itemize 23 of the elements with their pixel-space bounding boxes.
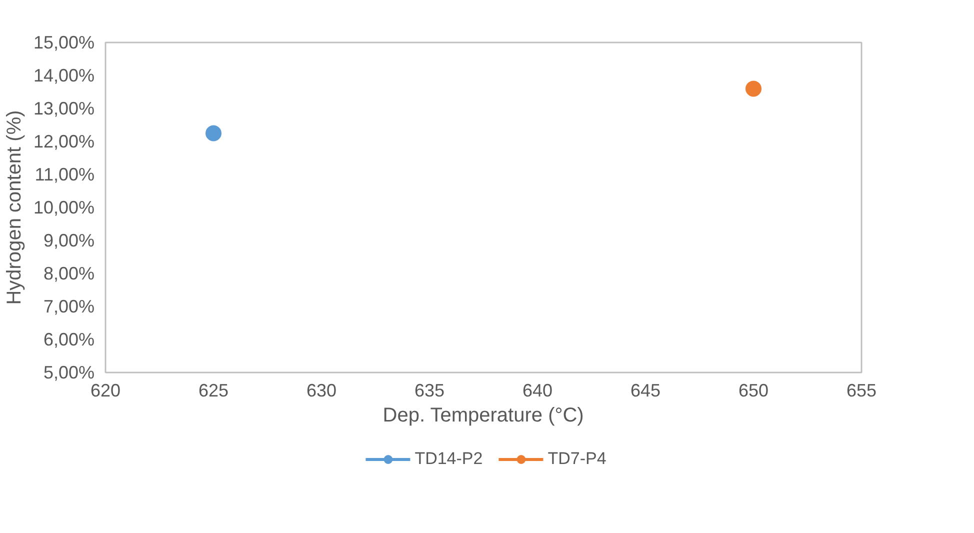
y-tick-label: 5,00% <box>43 362 95 382</box>
y-tick-label: 15,00% <box>33 32 95 52</box>
y-tick-label: 10,00% <box>33 198 95 218</box>
x-tick-label: 640 <box>522 380 553 400</box>
y-tick-label: 6,00% <box>43 330 95 350</box>
x-tick-label: 655 <box>846 380 877 400</box>
y-tick-label: 13,00% <box>33 98 95 118</box>
legend-label: TD14-P2 <box>414 449 483 469</box>
y-tick-label: 8,00% <box>43 264 95 284</box>
x-tick-label: 645 <box>630 380 661 400</box>
y-tick-label: 9,00% <box>43 230 95 250</box>
y-axis-title: Hydrogen content (%) <box>3 110 26 305</box>
legend-label: TD7-P4 <box>548 449 606 469</box>
x-tick-label: 650 <box>738 380 769 400</box>
y-tick-label: 14,00% <box>33 66 95 86</box>
y-tick-label: 7,00% <box>43 296 95 316</box>
x-tick-label: 630 <box>306 380 337 400</box>
x-axis-title: Dep. Temperature (°C) <box>382 404 584 426</box>
x-tick-label: 625 <box>198 380 229 400</box>
x-tick-label: 635 <box>414 380 445 400</box>
y-tick-label: 12,00% <box>33 132 95 152</box>
x-tick-label: 620 <box>90 380 121 400</box>
y-tick-label: 11,00% <box>34 164 95 184</box>
